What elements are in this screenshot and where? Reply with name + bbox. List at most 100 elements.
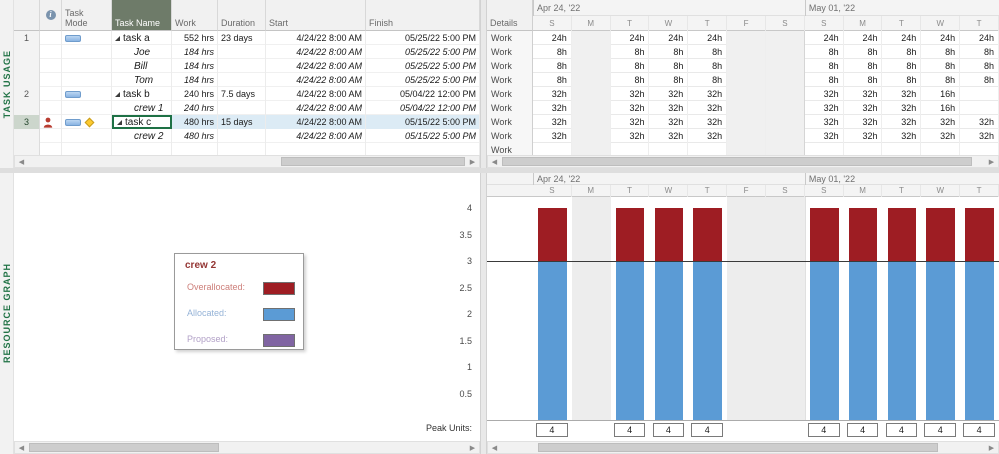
duration-cell[interactable]: 23 days [218, 31, 266, 45]
timescale-week-tier[interactable]: Apr 24, '22 May 01, '22 [487, 173, 999, 185]
duration-cell[interactable]: 15 days [218, 115, 266, 129]
details-label-cell[interactable]: Work [487, 129, 533, 143]
timephased-value-cell[interactable]: 32h [650, 129, 689, 143]
row-id-cell[interactable]: 1 [14, 31, 40, 45]
work-cell[interactable]: 480 hrs [172, 115, 218, 129]
scroll-left-icon[interactable]: ◀ [488, 156, 501, 167]
timephased-value-cell[interactable]: 8h [650, 45, 689, 59]
timephased-value-cell[interactable]: 8h [921, 59, 961, 73]
timephased-value-cell[interactable] [766, 87, 805, 101]
timephased-value-cell[interactable]: 32h [650, 101, 689, 115]
legend-scrollbar-thumb[interactable] [29, 443, 219, 452]
details-label-cell[interactable]: Work [487, 31, 533, 45]
grid-horizontal-scrollbar[interactable]: ◀ ▶ [487, 155, 999, 168]
timephased-value-cell[interactable]: 8h [921, 45, 961, 59]
timephased-value-cell[interactable]: 32h [805, 87, 844, 101]
timephased-value-cell[interactable] [766, 73, 805, 87]
indicator-cell[interactable] [40, 45, 62, 59]
grid-scrollbar-thumb[interactable] [502, 157, 972, 166]
task-name-cell[interactable]: crew 2 [112, 129, 172, 143]
timephased-value-cell[interactable]: 8h [883, 73, 922, 87]
row-id-cell[interactable]: 3 [14, 115, 40, 129]
timephased-value-cell[interactable]: 32h [921, 115, 961, 129]
timephased-value-cell[interactable] [960, 87, 999, 101]
column-header-start[interactable]: Start [266, 0, 366, 31]
finish-cell[interactable]: 05/15/22 5:00 PM [366, 115, 480, 129]
timephased-value-cell[interactable] [844, 143, 883, 157]
timephased-value-cell[interactable]: 32h [883, 129, 922, 143]
table-horizontal-scrollbar[interactable]: ◀ ▶ [14, 155, 480, 168]
start-cell[interactable]: 4/24/22 8:00 AM [266, 87, 366, 101]
scroll-right-icon[interactable]: ▶ [985, 442, 998, 453]
indicator-cell[interactable] [40, 101, 62, 115]
work-cell[interactable]: 184 hrs [172, 45, 218, 59]
timephased-value-cell[interactable]: 8h [611, 73, 650, 87]
timephased-value-cell[interactable] [766, 31, 805, 45]
timephased-value-cell[interactable]: 24h [960, 31, 999, 45]
timephased-value-cell[interactable] [727, 59, 766, 73]
timephased-value-cell[interactable]: 8h [533, 45, 572, 59]
row-id-cell[interactable] [14, 73, 40, 87]
timephased-value-cell[interactable]: 32h [533, 87, 572, 101]
duration-cell[interactable] [218, 101, 266, 115]
timephased-value-cell[interactable]: 32h [883, 115, 922, 129]
timephased-value-cell[interactable] [921, 143, 961, 157]
details-label-cell[interactable]: Work [487, 87, 533, 101]
timephased-value-cell[interactable] [571, 31, 611, 45]
column-header-work[interactable]: Work [172, 0, 218, 31]
work-cell[interactable]: 552 hrs [172, 31, 218, 45]
timephased-value-cell[interactable]: 8h [805, 45, 844, 59]
timephased-value-cell[interactable]: 32h [611, 129, 650, 143]
timephased-value-cell[interactable]: 32h [611, 101, 650, 115]
timephased-value-cell[interactable]: 32h [844, 101, 883, 115]
pane-splitter-vertical-top[interactable] [480, 0, 487, 168]
timescale-week-tier[interactable]: Apr 24, '22 May 01, '22 [487, 0, 999, 16]
details-label-cell[interactable]: Work [487, 143, 533, 157]
timephased-value-cell[interactable] [571, 115, 611, 129]
duration-cell[interactable] [218, 45, 266, 59]
indicator-cell[interactable] [40, 87, 62, 101]
timephased-value-cell[interactable] [766, 129, 805, 143]
timephased-value-cell[interactable]: 8h [883, 45, 922, 59]
task-name-cell[interactable]: task a [112, 31, 172, 45]
row-id-cell[interactable] [14, 45, 40, 59]
task-name-cell[interactable]: crew 1 [112, 101, 172, 115]
chart-scrollbar-thumb[interactable] [538, 443, 938, 452]
duration-cell[interactable] [218, 143, 266, 157]
timephased-value-cell[interactable]: 8h [805, 73, 844, 87]
active-view-bar-resource-graph[interactable]: RESOURCE GRAPH [0, 173, 14, 454]
start-cell[interactable]: 4/24/22 8:00 AM [266, 101, 366, 115]
timephased-value-cell[interactable]: 8h [650, 73, 689, 87]
timephased-value-cell[interactable]: 8h [688, 59, 728, 73]
timephased-value-cell[interactable] [766, 59, 805, 73]
expand-triangle-icon[interactable] [115, 91, 120, 97]
timephased-value-cell[interactable] [727, 87, 766, 101]
timephased-value-cell[interactable]: 32h [960, 129, 999, 143]
timephased-value-cell[interactable]: 24h [688, 31, 728, 45]
timephased-value-cell[interactable]: 16h [921, 87, 961, 101]
timephased-value-cell[interactable]: 32h [805, 101, 844, 115]
scroll-left-icon[interactable]: ◀ [15, 156, 28, 167]
duration-cell[interactable] [218, 129, 266, 143]
scroll-right-icon[interactable]: ▶ [985, 156, 998, 167]
timephased-value-cell[interactable]: 8h [650, 59, 689, 73]
task-name-cell[interactable]: task c [112, 115, 172, 129]
finish-cell[interactable]: 05/04/22 12:00 PM [366, 101, 480, 115]
task-mode-cell[interactable] [62, 115, 112, 129]
timephased-value-cell[interactable] [805, 143, 844, 157]
column-header-id[interactable] [14, 0, 40, 31]
timephased-value-cell[interactable]: 8h [844, 73, 883, 87]
work-cell[interactable]: 480 hrs [172, 129, 218, 143]
details-label-cell[interactable]: Work [487, 73, 533, 87]
timephased-value-cell[interactable]: 8h [960, 73, 999, 87]
timephased-value-cell[interactable]: 32h [650, 87, 689, 101]
task-mode-cell[interactable] [62, 59, 112, 73]
start-cell[interactable]: 4/24/22 8:00 AM [266, 45, 366, 59]
timephased-value-cell[interactable]: 16h [921, 101, 961, 115]
timephased-value-cell[interactable] [766, 143, 805, 157]
timephased-value-cell[interactable]: 8h [921, 73, 961, 87]
timephased-value-cell[interactable] [960, 101, 999, 115]
start-cell[interactable] [266, 143, 366, 157]
timephased-value-cell[interactable]: 32h [844, 115, 883, 129]
row-id-cell[interactable] [14, 59, 40, 73]
